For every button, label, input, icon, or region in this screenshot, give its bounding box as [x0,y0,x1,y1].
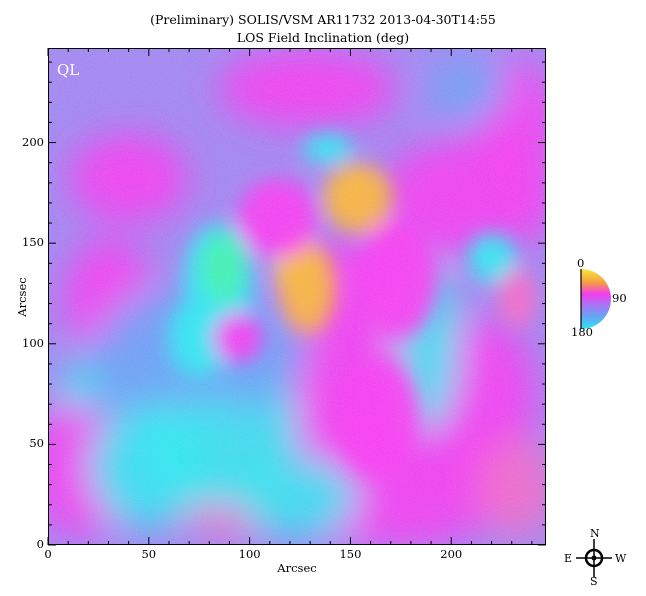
plot-title: (Preliminary) SOLIS/VSM AR11732 2013-04-… [150,12,496,27]
x-tick-label: 200 [440,547,463,561]
y-tick-label: 150 [22,235,44,250]
inclination-map [49,49,545,544]
plot-subtitle: LOS Field Inclination (deg) [236,30,410,45]
y-axis-label: Arcsec [15,277,29,317]
color-wheel-label-90: 90 [612,291,627,305]
compass-north-label: N [590,527,600,540]
compass-south-label: S [590,575,598,588]
compass-rose-icon [576,539,612,577]
x-tick-label: 50 [141,547,157,561]
x-tick-label: 0 [44,547,52,561]
x-axis-label: Arcsec [277,561,317,575]
y-tick-label: 50 [29,436,44,451]
color-wheel-label-180: 180 [571,325,593,339]
y-tick-label: 200 [22,134,44,149]
map-noise [49,49,545,544]
y-tick-label: 100 [22,335,44,350]
quicklook-label: QL [57,61,80,79]
inclination-map-frame: QL [48,48,546,545]
y-tick-label: 0 [36,537,44,551]
color-wheel-label-0: 0 [577,256,585,270]
compass-east-label: E [564,552,573,565]
compass-west-label: W [615,552,627,565]
inclination-color-wheel [580,269,611,329]
x-tick-label: 150 [339,547,362,561]
x-tick-label: 100 [238,547,261,561]
color-wheel-half-disk [581,269,611,329]
